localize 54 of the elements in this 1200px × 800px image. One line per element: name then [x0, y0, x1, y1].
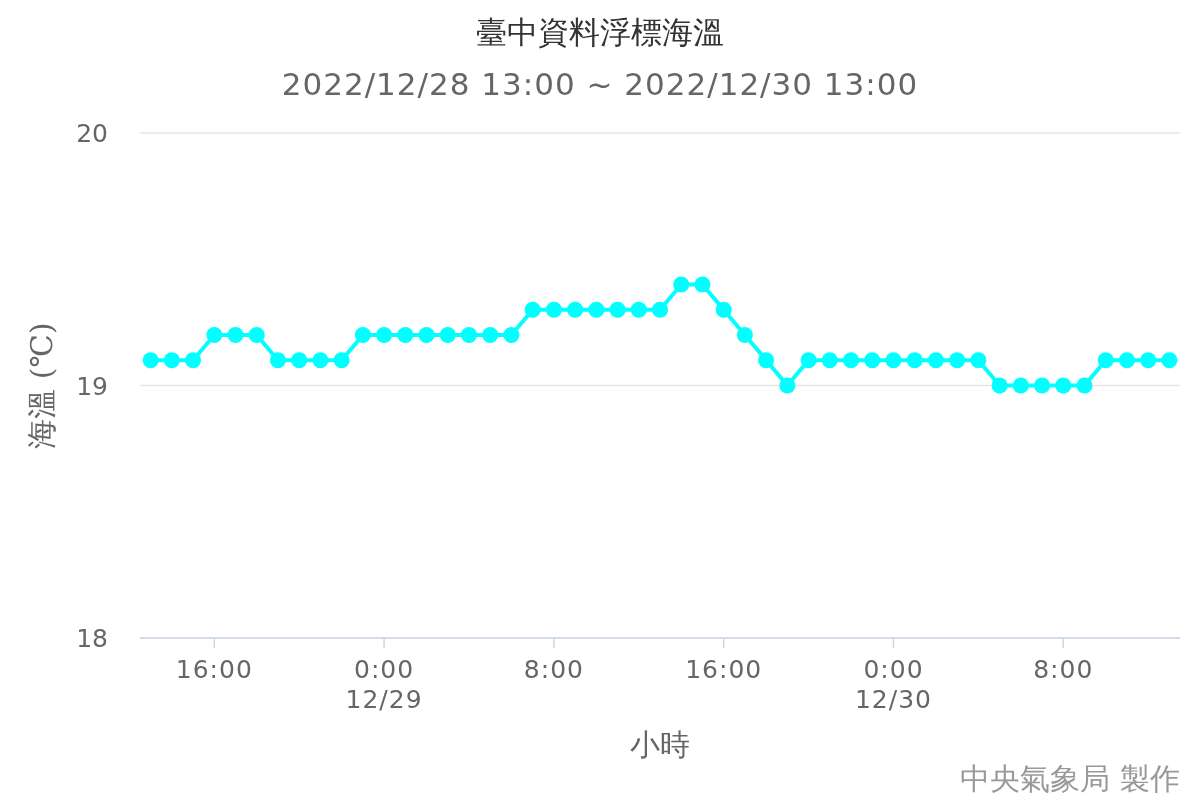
- point: [927, 352, 944, 369]
- ylabel: 海溫 (℃): [24, 322, 59, 449]
- point: [524, 301, 541, 318]
- point: [991, 377, 1008, 394]
- point: [567, 301, 584, 318]
- point: [397, 327, 414, 343]
- point: [1140, 352, 1157, 369]
- point: [885, 352, 902, 369]
- point: [715, 301, 732, 318]
- point: [906, 352, 923, 369]
- point: [1012, 377, 1029, 394]
- point: [694, 276, 711, 293]
- annotation: 中央氣象局 製作: [960, 761, 1180, 796]
- point: [545, 301, 562, 318]
- point: [163, 352, 180, 369]
- point: [630, 301, 647, 318]
- point: [269, 352, 286, 369]
- point: [821, 352, 838, 369]
- point: [1034, 377, 1051, 394]
- point: [206, 327, 223, 343]
- point: [185, 352, 202, 369]
- point: [758, 352, 775, 369]
- point: [460, 327, 477, 343]
- point: [376, 327, 393, 343]
- point: [1161, 352, 1178, 369]
- point: [142, 352, 159, 369]
- point: [1118, 352, 1135, 369]
- point: [652, 301, 668, 318]
- point: [609, 301, 626, 318]
- point: [736, 327, 753, 343]
- point: [1097, 352, 1114, 369]
- point: [673, 276, 690, 293]
- point: [1076, 377, 1093, 394]
- xlabel: 小時: [630, 727, 690, 762]
- point: [291, 352, 308, 369]
- point: [439, 327, 456, 343]
- title: 臺中資料浮標海溫: [476, 14, 724, 50]
- subtitle: 2022/12/28 13:00 ~ 2022/12/30 13:00: [281, 66, 919, 102]
- point: [482, 327, 499, 343]
- point: [312, 352, 329, 369]
- point: [503, 327, 520, 343]
- point: [418, 327, 435, 343]
- point: [800, 352, 817, 369]
- point: [354, 327, 371, 343]
- point: [779, 377, 796, 394]
- point: [248, 327, 265, 343]
- point: [864, 352, 881, 369]
- point: [843, 352, 860, 369]
- point: [1055, 377, 1072, 394]
- point: [588, 301, 605, 318]
- point: [227, 327, 244, 343]
- point: [970, 352, 987, 369]
- point: [949, 352, 966, 369]
- point: [333, 352, 350, 369]
